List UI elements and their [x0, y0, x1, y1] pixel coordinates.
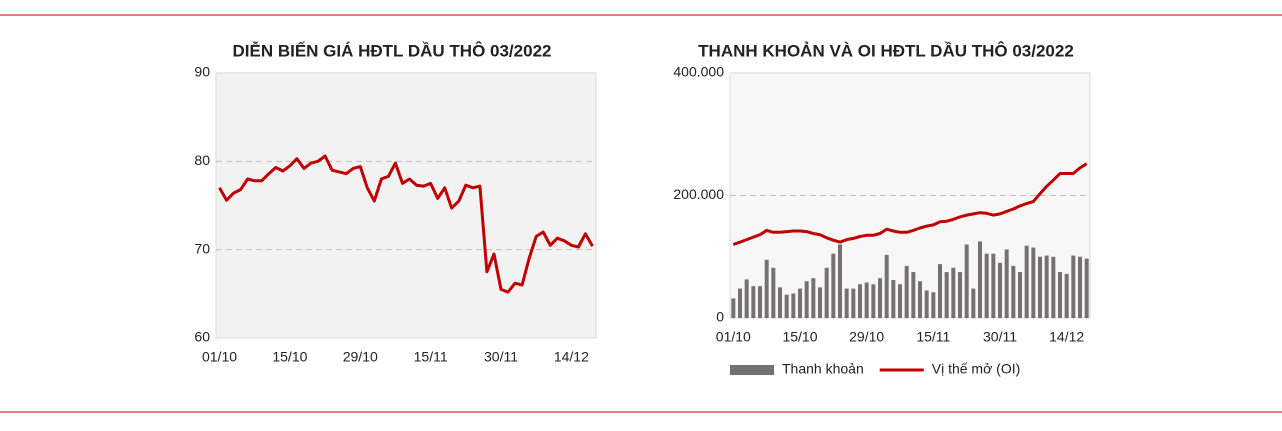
x-tick-label: 14/12	[1049, 329, 1084, 345]
bar	[1058, 272, 1062, 318]
bar	[1018, 272, 1022, 318]
legend-swatch	[730, 365, 774, 375]
bar	[798, 288, 802, 318]
plot-area	[215, 72, 597, 339]
bar	[1084, 258, 1089, 318]
bar	[1011, 265, 1016, 318]
bar	[1078, 256, 1082, 318]
bar	[1031, 247, 1036, 318]
x-tick-label: 15/10	[782, 329, 817, 345]
y-tick-label: 80	[194, 152, 210, 168]
x-tick-label: 15/10	[272, 349, 307, 365]
bar	[1044, 255, 1049, 318]
bar	[911, 272, 916, 318]
bar	[791, 293, 796, 318]
bar	[978, 241, 982, 318]
bar	[944, 272, 949, 318]
bar	[998, 262, 1002, 318]
bar	[858, 284, 862, 318]
bar	[924, 290, 929, 318]
bar	[884, 254, 889, 318]
bar	[1064, 273, 1069, 318]
bar	[764, 259, 769, 318]
bar	[1071, 255, 1076, 318]
bar	[758, 286, 762, 318]
bar	[898, 284, 902, 318]
bar	[931, 292, 936, 318]
bar	[878, 278, 882, 318]
chart-title: THANH KHOẢN VÀ OI HĐTL DẦU THÔ 03/2022	[698, 41, 1074, 60]
bar	[784, 294, 789, 318]
bar	[838, 244, 842, 318]
bar	[864, 282, 869, 318]
line	[732, 162, 1088, 246]
bar	[1004, 249, 1009, 318]
bar	[778, 287, 782, 318]
bar	[1024, 245, 1029, 318]
bar	[918, 281, 922, 318]
bar	[844, 288, 849, 318]
x-tick-label: 15/11	[916, 329, 950, 345]
bar	[771, 267, 776, 318]
bar	[971, 288, 976, 318]
bar	[951, 267, 956, 318]
y-tick-label: 70	[194, 240, 210, 256]
bar	[984, 253, 989, 318]
x-tick-label: 30/11	[983, 329, 1017, 345]
x-tick-label: 01/10	[716, 329, 751, 345]
y-tick-label: 200.000	[673, 186, 724, 202]
bar	[804, 281, 809, 318]
bar	[824, 267, 829, 318]
bar	[871, 284, 876, 318]
bar	[891, 280, 896, 318]
bar	[904, 265, 909, 318]
bar	[958, 272, 962, 318]
y-tick-label: 60	[194, 329, 210, 345]
bar	[851, 288, 856, 318]
bar	[818, 287, 822, 318]
bar	[744, 279, 749, 318]
bar	[731, 298, 736, 318]
x-tick-label: 15/11	[414, 349, 448, 365]
bar	[1038, 256, 1042, 318]
legend-label: Vị thế mở (OI)	[932, 361, 1021, 377]
chart-title: DIỄN BIẾN GIÁ HĐTL DẦU THÔ 03/2022	[233, 41, 552, 60]
x-tick-label: 29/10	[849, 329, 884, 345]
bar	[938, 264, 942, 318]
y-tick-label: 0	[716, 309, 724, 325]
x-tick-label: 01/10	[202, 349, 237, 365]
legend-label: Thanh khoản	[782, 361, 864, 377]
bar	[831, 253, 836, 318]
bar	[964, 244, 969, 318]
x-tick-label: 14/12	[554, 349, 589, 365]
y-tick-label: 90	[194, 64, 210, 80]
x-tick-label: 30/11	[484, 349, 518, 365]
y-tick-label: 400.000	[673, 64, 724, 80]
bar	[991, 253, 996, 318]
bar	[738, 288, 742, 318]
line	[218, 154, 594, 294]
bar	[1051, 256, 1056, 318]
bar	[811, 278, 816, 318]
x-tick-label: 29/10	[343, 349, 378, 365]
bar	[751, 286, 756, 318]
